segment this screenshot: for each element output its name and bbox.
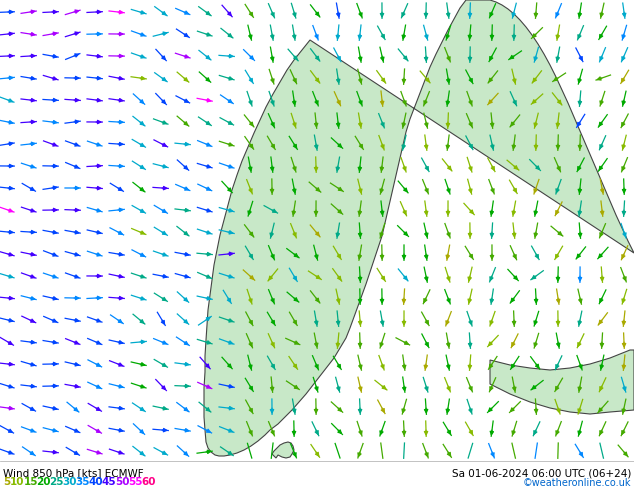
Polygon shape (272, 442, 294, 458)
Text: ©weatheronline.co.uk: ©weatheronline.co.uk (522, 478, 631, 488)
Text: 25: 25 (49, 477, 64, 487)
Text: 20: 20 (37, 477, 51, 487)
Text: 5: 5 (3, 477, 10, 487)
Polygon shape (490, 350, 634, 414)
Text: 55: 55 (128, 477, 143, 487)
Text: 10: 10 (10, 477, 25, 487)
Text: 45: 45 (102, 477, 117, 487)
Text: 15: 15 (23, 477, 38, 487)
Polygon shape (204, 0, 634, 456)
Text: 50: 50 (115, 477, 129, 487)
Text: 40: 40 (89, 477, 103, 487)
Text: 30: 30 (63, 477, 77, 487)
Text: Wind 850 hPa [kts] ECMWF: Wind 850 hPa [kts] ECMWF (3, 468, 144, 478)
Text: 35: 35 (76, 477, 90, 487)
Text: Sa 01-06-2024 06:00 UTC (06+24): Sa 01-06-2024 06:00 UTC (06+24) (451, 468, 631, 478)
Text: 60: 60 (141, 477, 156, 487)
